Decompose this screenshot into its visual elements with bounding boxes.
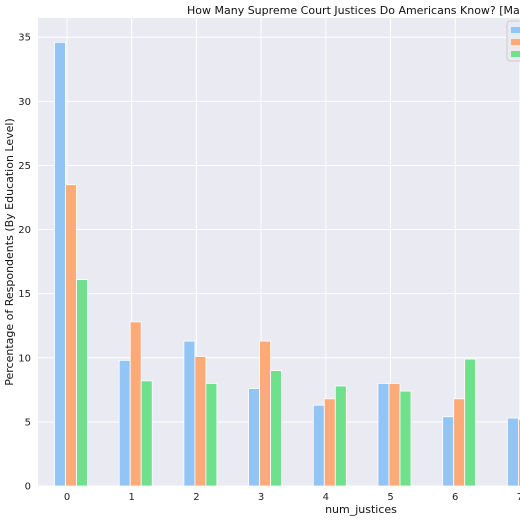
- bar: [377, 383, 390, 487]
- x-tick-label: 4: [323, 492, 329, 503]
- x-tick-label: 1: [129, 492, 135, 503]
- y-tick-label: 35: [18, 33, 31, 44]
- bar: [399, 390, 412, 487]
- bar: [334, 385, 347, 487]
- bars: [54, 41, 520, 487]
- bar: [129, 321, 142, 487]
- y-tick-label: 15: [18, 289, 31, 300]
- bar: [248, 388, 261, 487]
- x-tick-label: 7: [517, 492, 520, 503]
- x-tick-label: 3: [258, 492, 264, 503]
- bar: [205, 383, 218, 487]
- bar: [76, 279, 88, 487]
- bar: [183, 340, 196, 487]
- y-tick-label: 5: [25, 417, 31, 428]
- y-tick-label: 10: [18, 353, 31, 364]
- bar: [442, 416, 455, 487]
- legend-swatch: [511, 39, 520, 45]
- bar: [270, 370, 283, 487]
- bar: [518, 418, 520, 487]
- bar: [453, 398, 466, 487]
- y-tick-label: 25: [18, 161, 31, 172]
- y-axis-ticks: 0 5 10 15 20 25 30 35: [18, 33, 31, 493]
- y-tick-label: 30: [18, 97, 31, 108]
- x-tick-label: 5: [387, 492, 393, 503]
- x-tick-label: 0: [64, 492, 70, 503]
- legend-swatch: [511, 27, 520, 33]
- chart-title: How Many Supreme Court Justices Do Ameri…: [187, 4, 520, 17]
- bar: [118, 359, 131, 487]
- x-tick-label: 6: [452, 492, 458, 503]
- bar: [388, 383, 401, 487]
- x-axis-label: num_justices: [325, 503, 397, 516]
- bar: [312, 404, 325, 487]
- bar: [194, 356, 207, 487]
- bar: [506, 417, 519, 487]
- y-axis-label: Percentage of Respondents (By Education …: [3, 118, 16, 386]
- legend-swatch: [511, 51, 520, 57]
- y-tick-label: 20: [18, 225, 31, 236]
- x-axis-ticks: 0 1 2 3 4 5 6 7: [64, 492, 520, 503]
- bar: [140, 380, 153, 487]
- legend: [506, 20, 520, 62]
- y-tick-label: 0: [25, 482, 31, 493]
- bar: [464, 358, 477, 487]
- bar: [65, 184, 77, 487]
- bar: [54, 41, 66, 487]
- x-tick-label: 2: [193, 492, 199, 503]
- bar: [323, 398, 336, 487]
- bar: [259, 340, 272, 487]
